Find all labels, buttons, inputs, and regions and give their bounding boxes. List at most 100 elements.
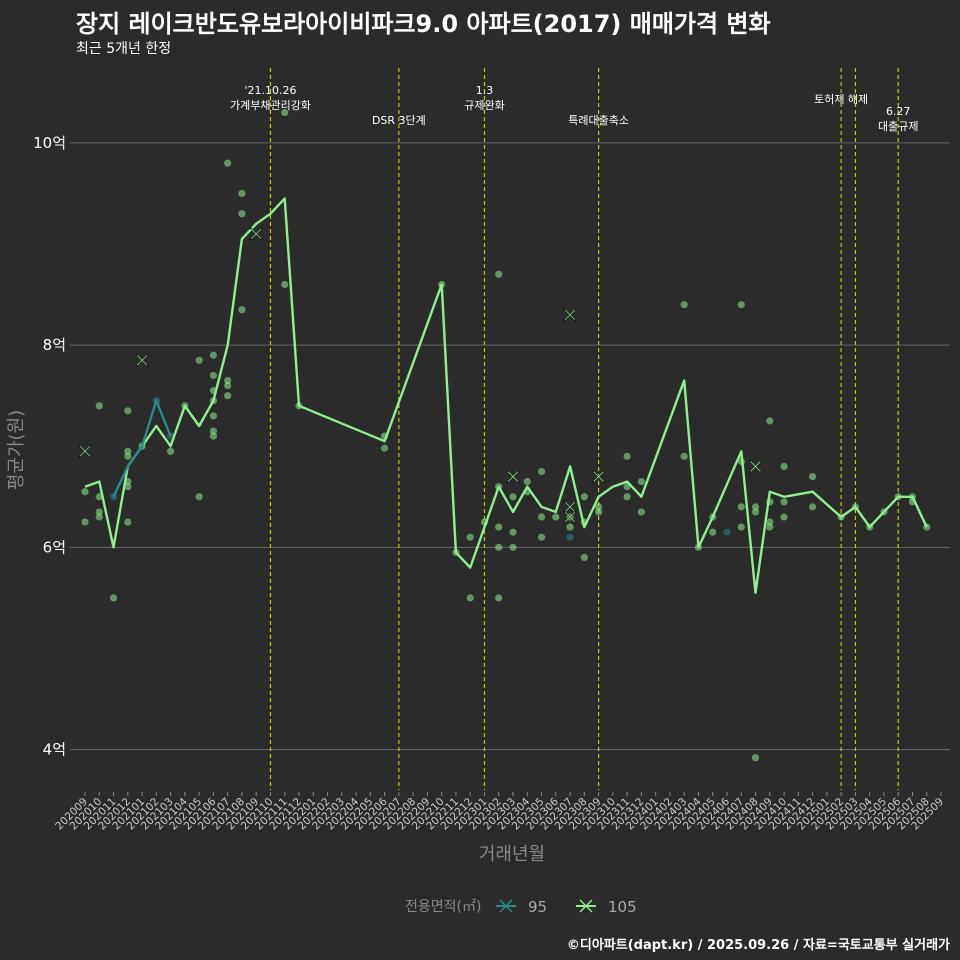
data-point-105 [224, 159, 232, 167]
y-tick-label: 6억 [43, 538, 66, 556]
data-point-105 [95, 508, 103, 516]
legend: 전용면적(㎡) 95 105 [405, 898, 637, 916]
data-point-105 [537, 513, 546, 521]
data-point-105 [780, 498, 788, 506]
legend-cross [499, 899, 513, 913]
data-point-105 [466, 533, 474, 541]
data-point-105 [580, 493, 588, 501]
data-point-105 [466, 594, 474, 602]
data-point-105 [238, 189, 246, 198]
data-point-105 [709, 528, 717, 536]
lines-layer [84, 197, 928, 594]
data-point-105 [751, 503, 760, 511]
series-line-105 [84, 197, 928, 594]
data-point-105 [595, 503, 603, 511]
data-point-105 [623, 452, 631, 460]
y-tick-label: 4억 [43, 741, 66, 759]
data-point-105 [509, 528, 517, 536]
y-tick-label: 8억 [43, 336, 66, 354]
data-point-105 [238, 306, 246, 314]
data-point-105 [124, 518, 132, 526]
data-point-95 [723, 528, 731, 536]
avg-marker-105 [249, 227, 263, 241]
avg-marker-105 [78, 444, 92, 458]
x-axis-title: 거래년월 [479, 844, 545, 865]
data-point-105 [751, 754, 760, 762]
legend-label: 95 [528, 898, 547, 916]
avg-marker-105 [749, 459, 762, 473]
avg-marker-105 [135, 353, 149, 367]
source-caption: ©디아파트(dapt.kr) / 2025.09.26 / 자료=국토교통부 실… [566, 938, 950, 953]
chart-subtitle: 최근 5개년 한정 [76, 41, 172, 57]
data-point-105 [209, 427, 217, 435]
marker-stroke [136, 354, 148, 366]
points-layer [81, 108, 931, 762]
data-point-105 [224, 381, 232, 390]
data-point-105 [281, 280, 289, 289]
data-point-105 [81, 518, 89, 526]
marker-stroke [564, 309, 576, 321]
data-point-105 [552, 513, 560, 521]
data-point-105 [637, 508, 646, 516]
data-point-105 [167, 447, 175, 455]
data-point-105 [780, 513, 788, 521]
avg-marker-105 [563, 510, 577, 524]
data-point-105 [537, 467, 546, 476]
event-label: DSR 3단계 [372, 114, 426, 127]
crosses-layer [78, 227, 762, 524]
data-point-105 [209, 412, 217, 420]
legend-item-95: 95 [496, 898, 547, 916]
data-point-105 [238, 210, 246, 218]
data-point-105 [680, 452, 688, 460]
data-point-105 [124, 452, 132, 460]
data-point-105 [495, 270, 503, 278]
data-point-105 [566, 523, 574, 531]
data-point-105 [224, 392, 232, 400]
data-point-105 [224, 376, 232, 385]
data-point-105 [809, 503, 817, 511]
data-point-105 [495, 594, 503, 602]
series-line-95 [112, 399, 172, 498]
data-point-105 [680, 301, 688, 309]
data-point-105 [637, 478, 646, 486]
marker-stroke [564, 501, 576, 513]
data-point-105 [209, 351, 217, 359]
data-point-105 [281, 108, 289, 117]
data-point-105 [195, 493, 203, 501]
data-point-105 [580, 553, 588, 562]
data-point-105 [81, 488, 89, 496]
avg-marker-105 [563, 500, 577, 514]
data-point-105 [509, 543, 517, 551]
avg-marker-105 [506, 470, 520, 484]
data-point-105 [523, 478, 531, 486]
data-point-105 [124, 483, 132, 491]
event-label: 규제완화 [464, 99, 504, 112]
data-point-105 [766, 523, 774, 531]
axis-layer: 4억6억8억10억2020092020102020112020122021012… [33, 134, 946, 833]
legend-label: 105 [608, 898, 637, 916]
data-point-95 [566, 533, 574, 541]
avg-marker-105 [563, 308, 577, 322]
marker-stroke [507, 471, 519, 482]
marker-stroke [750, 461, 761, 472]
data-point-105 [537, 533, 546, 541]
legend-item-105: 105 [576, 898, 637, 916]
data-point-105 [209, 371, 217, 380]
avg-marker-105 [592, 470, 606, 484]
data-point-105 [195, 356, 203, 364]
data-point-105 [766, 417, 774, 425]
data-point-105 [495, 543, 503, 551]
legend-cross [579, 899, 593, 913]
event-label: 토허제 해제 [814, 92, 868, 106]
event-label: 대출규제 [878, 120, 918, 133]
data-point-105 [809, 472, 817, 481]
y-tick-label: 10억 [33, 134, 66, 152]
marker-stroke [79, 445, 91, 457]
data-point-105 [623, 493, 631, 501]
event-label: 가계부채관리강화 [230, 99, 311, 112]
data-point-105 [124, 447, 132, 455]
grid-layer [70, 142, 950, 751]
data-point-105 [509, 493, 517, 501]
data-point-105 [95, 513, 103, 521]
